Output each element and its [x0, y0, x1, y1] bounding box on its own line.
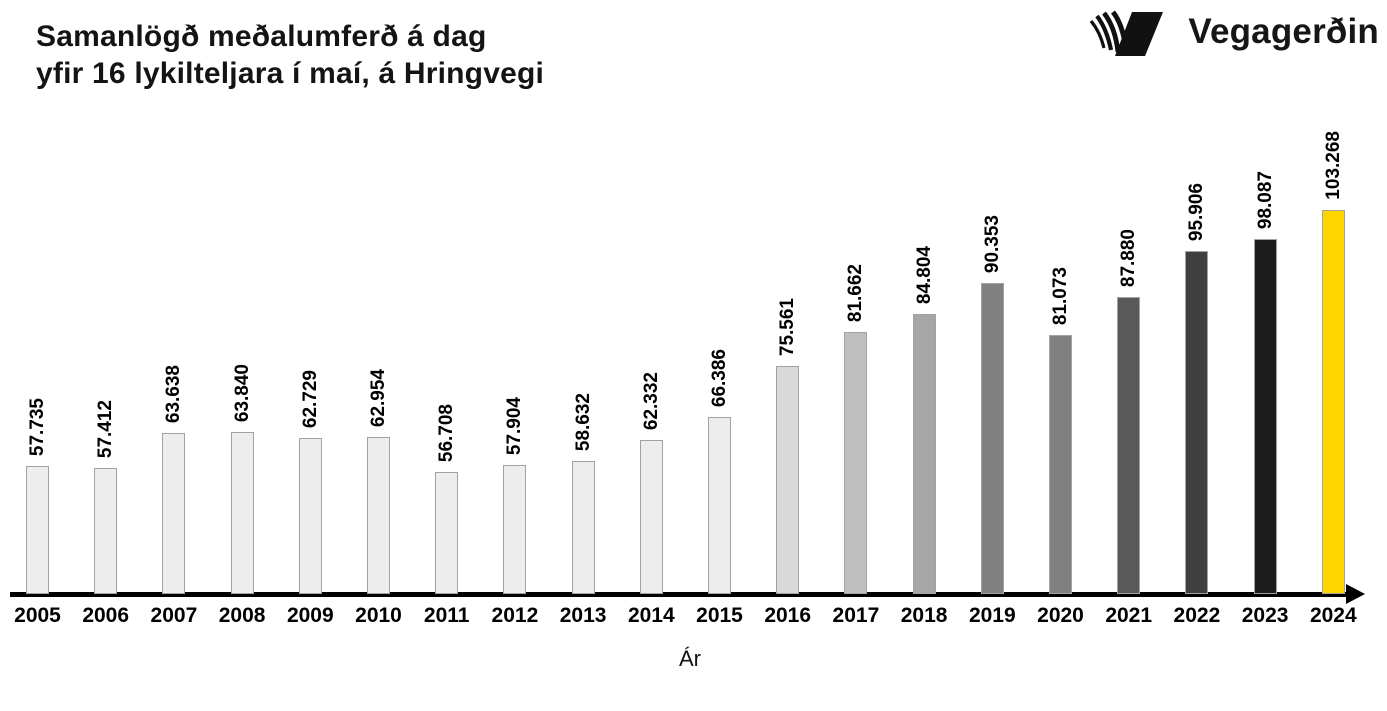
x-tick-label-2023: 2023: [1241, 604, 1289, 627]
bar-2011: [435, 472, 459, 594]
bar-value-label-2019: 90.353: [981, 214, 1003, 273]
bar-2020: [1049, 335, 1072, 594]
bar-value-label-2021: 87.880: [1118, 228, 1140, 287]
x-tick-label-2007: 2007: [150, 604, 198, 627]
bar-value-label-2024: 103.268: [1322, 131, 1344, 200]
x-tick-label-2008: 2008: [218, 604, 266, 627]
x-tick-label-2020: 2020: [1037, 604, 1084, 627]
bar-value-label-2016: 75.561: [777, 297, 799, 356]
x-tick-label-2005: 2005: [14, 604, 61, 627]
vegagerdin-logo-icon: [1090, 10, 1164, 56]
bar-2013: [571, 461, 595, 594]
bar-value-label-2009: 62.729: [299, 369, 321, 428]
bar-value-label-2022: 95.906: [1186, 182, 1208, 241]
bar-2024: [1321, 210, 1345, 594]
bar-2017: [844, 332, 868, 594]
bar-value-label-2008: 63.840: [231, 363, 253, 422]
bar-value-label-2006: 57.412: [95, 399, 117, 458]
bar-2019: [980, 283, 1004, 594]
x-axis-title: Ár: [679, 646, 701, 671]
bar-value-label-2010: 62.954: [368, 368, 389, 427]
x-axis-arrow-icon: [1346, 584, 1365, 604]
x-tick-label-2010: 2010: [355, 604, 402, 627]
bar-2016: [776, 366, 800, 594]
bar-value-label-2017: 81.662: [845, 263, 867, 322]
bar-value-label-2023: 98.087: [1254, 170, 1276, 229]
bar-2012: [503, 465, 527, 594]
chart-title-line1: Samanlögð meðalumferð á dag: [36, 20, 487, 53]
x-tick-label-2024: 2024: [1309, 604, 1357, 627]
bar-value-label-2007: 63.638: [163, 364, 185, 423]
x-tick-label-2021: 2021: [1105, 604, 1153, 627]
bar-2010: [367, 437, 390, 594]
x-tick-label-2019: 2019: [968, 604, 1016, 627]
x-axis-line: [10, 592, 1348, 597]
bar-value-label-2005: 57.735: [27, 397, 48, 456]
bar-2014: [639, 440, 663, 594]
x-tick-label-2013: 2013: [559, 604, 607, 627]
chart-title-line2: yfir 16 lykilteljara í maí, á Hringvegi: [36, 57, 545, 90]
bar-value-label-2015: 66.386: [709, 348, 730, 407]
x-tick-label-2012: 2012: [491, 604, 539, 627]
bar-2021: [1117, 297, 1141, 594]
bar-2009: [298, 438, 322, 594]
vegagerdin-logo-text: Vegagerðin: [1188, 12, 1379, 51]
x-tick-label-2014: 2014: [627, 604, 675, 627]
chart-title: Samanlögð meðalumferð á dag yfir 16 lyki…: [36, 18, 544, 92]
x-tick-label-2006: 2006: [82, 604, 130, 627]
bar-2007: [162, 433, 186, 594]
x-tick-label-2011: 2011: [423, 604, 470, 627]
vegagerdin-logo: Vegagerðin: [1088, 6, 1379, 58]
bar-2018: [912, 314, 936, 594]
bar-value-label-2018: 84.804: [913, 245, 935, 304]
bar-2023: [1253, 239, 1277, 594]
bar-value-label-2011: 56.708: [436, 403, 458, 462]
bar-value-label-2014: 62.332: [640, 371, 662, 430]
x-tick-label-2018: 2018: [900, 604, 948, 627]
bar-2008: [230, 432, 254, 594]
bar-value-label-2020: 81.073: [1050, 266, 1071, 325]
x-tick-label-2015: 2015: [696, 604, 743, 627]
x-tick-label-2009: 2009: [286, 604, 334, 627]
bar-2005: [26, 466, 49, 594]
bar-2015: [708, 417, 731, 594]
bar-value-label-2012: 57.904: [504, 396, 526, 455]
bar-value-label-2013: 58.632: [572, 392, 594, 451]
bar-2022: [1185, 251, 1209, 594]
x-tick-label-2017: 2017: [832, 604, 880, 627]
x-tick-label-2016: 2016: [764, 604, 812, 627]
x-tick-label-2022: 2022: [1173, 604, 1221, 627]
bar-2006: [94, 468, 118, 594]
